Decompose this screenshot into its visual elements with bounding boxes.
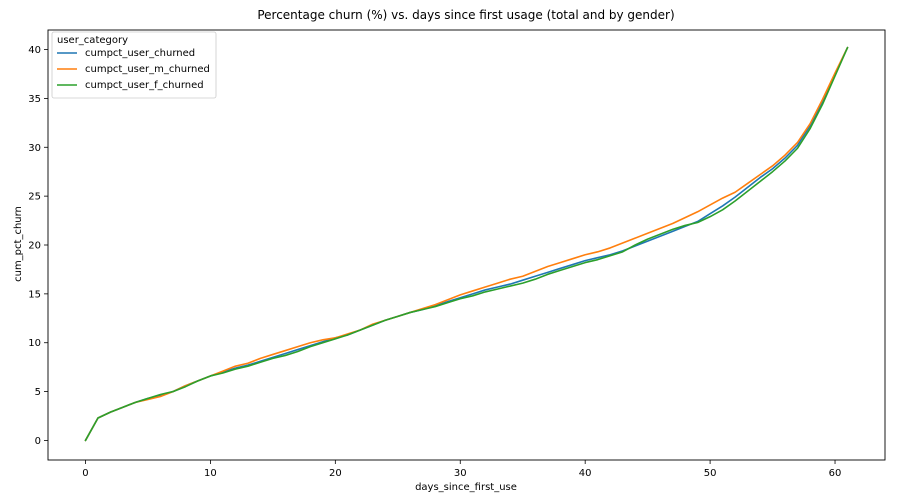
legend-entry: cumpct_user_f_churned: [85, 80, 204, 91]
y-tick-label: 15: [28, 289, 41, 300]
y-tick-label: 40: [28, 45, 41, 56]
x-tick-label: 50: [704, 468, 717, 479]
series-line-cumpct_user_f_churned: [84, 46, 849, 442]
x-axis-label: days_since_first_use: [415, 482, 517, 493]
x-tick-label: 20: [329, 468, 342, 479]
legend-title: user_category: [57, 35, 128, 46]
x-tick-label: 40: [579, 468, 592, 479]
x-tick-label: 0: [82, 468, 88, 479]
legend-entry: cumpct_user_churned: [85, 48, 195, 59]
y-axis-label: cum_pct_churn: [13, 206, 24, 282]
x-tick-label: 60: [829, 468, 842, 479]
legend-entry: cumpct_user_m_churned: [85, 64, 210, 75]
chart-title: Percentage churn (%) vs. days since firs…: [257, 8, 674, 22]
y-tick-label: 0: [35, 436, 41, 447]
plot-area: 0 10 20 30 40 50 60 0 5 10 15 20 25 30 35 40: [28, 29, 886, 479]
legend-box: [51, 31, 217, 99]
y-tick-label: 30: [28, 143, 41, 154]
y-tick-label: 35: [28, 94, 41, 105]
legend: user_category cumpct_user_churned cumpct_u…: [51, 31, 217, 99]
y-tick-label: 5: [35, 387, 41, 398]
x-tick-label: 30: [454, 468, 467, 479]
x-tick-label: 10: [204, 468, 217, 479]
y-tick-label: 25: [28, 192, 41, 203]
y-tick-label: 10: [28, 338, 41, 349]
y-tick-label: 20: [28, 241, 41, 252]
